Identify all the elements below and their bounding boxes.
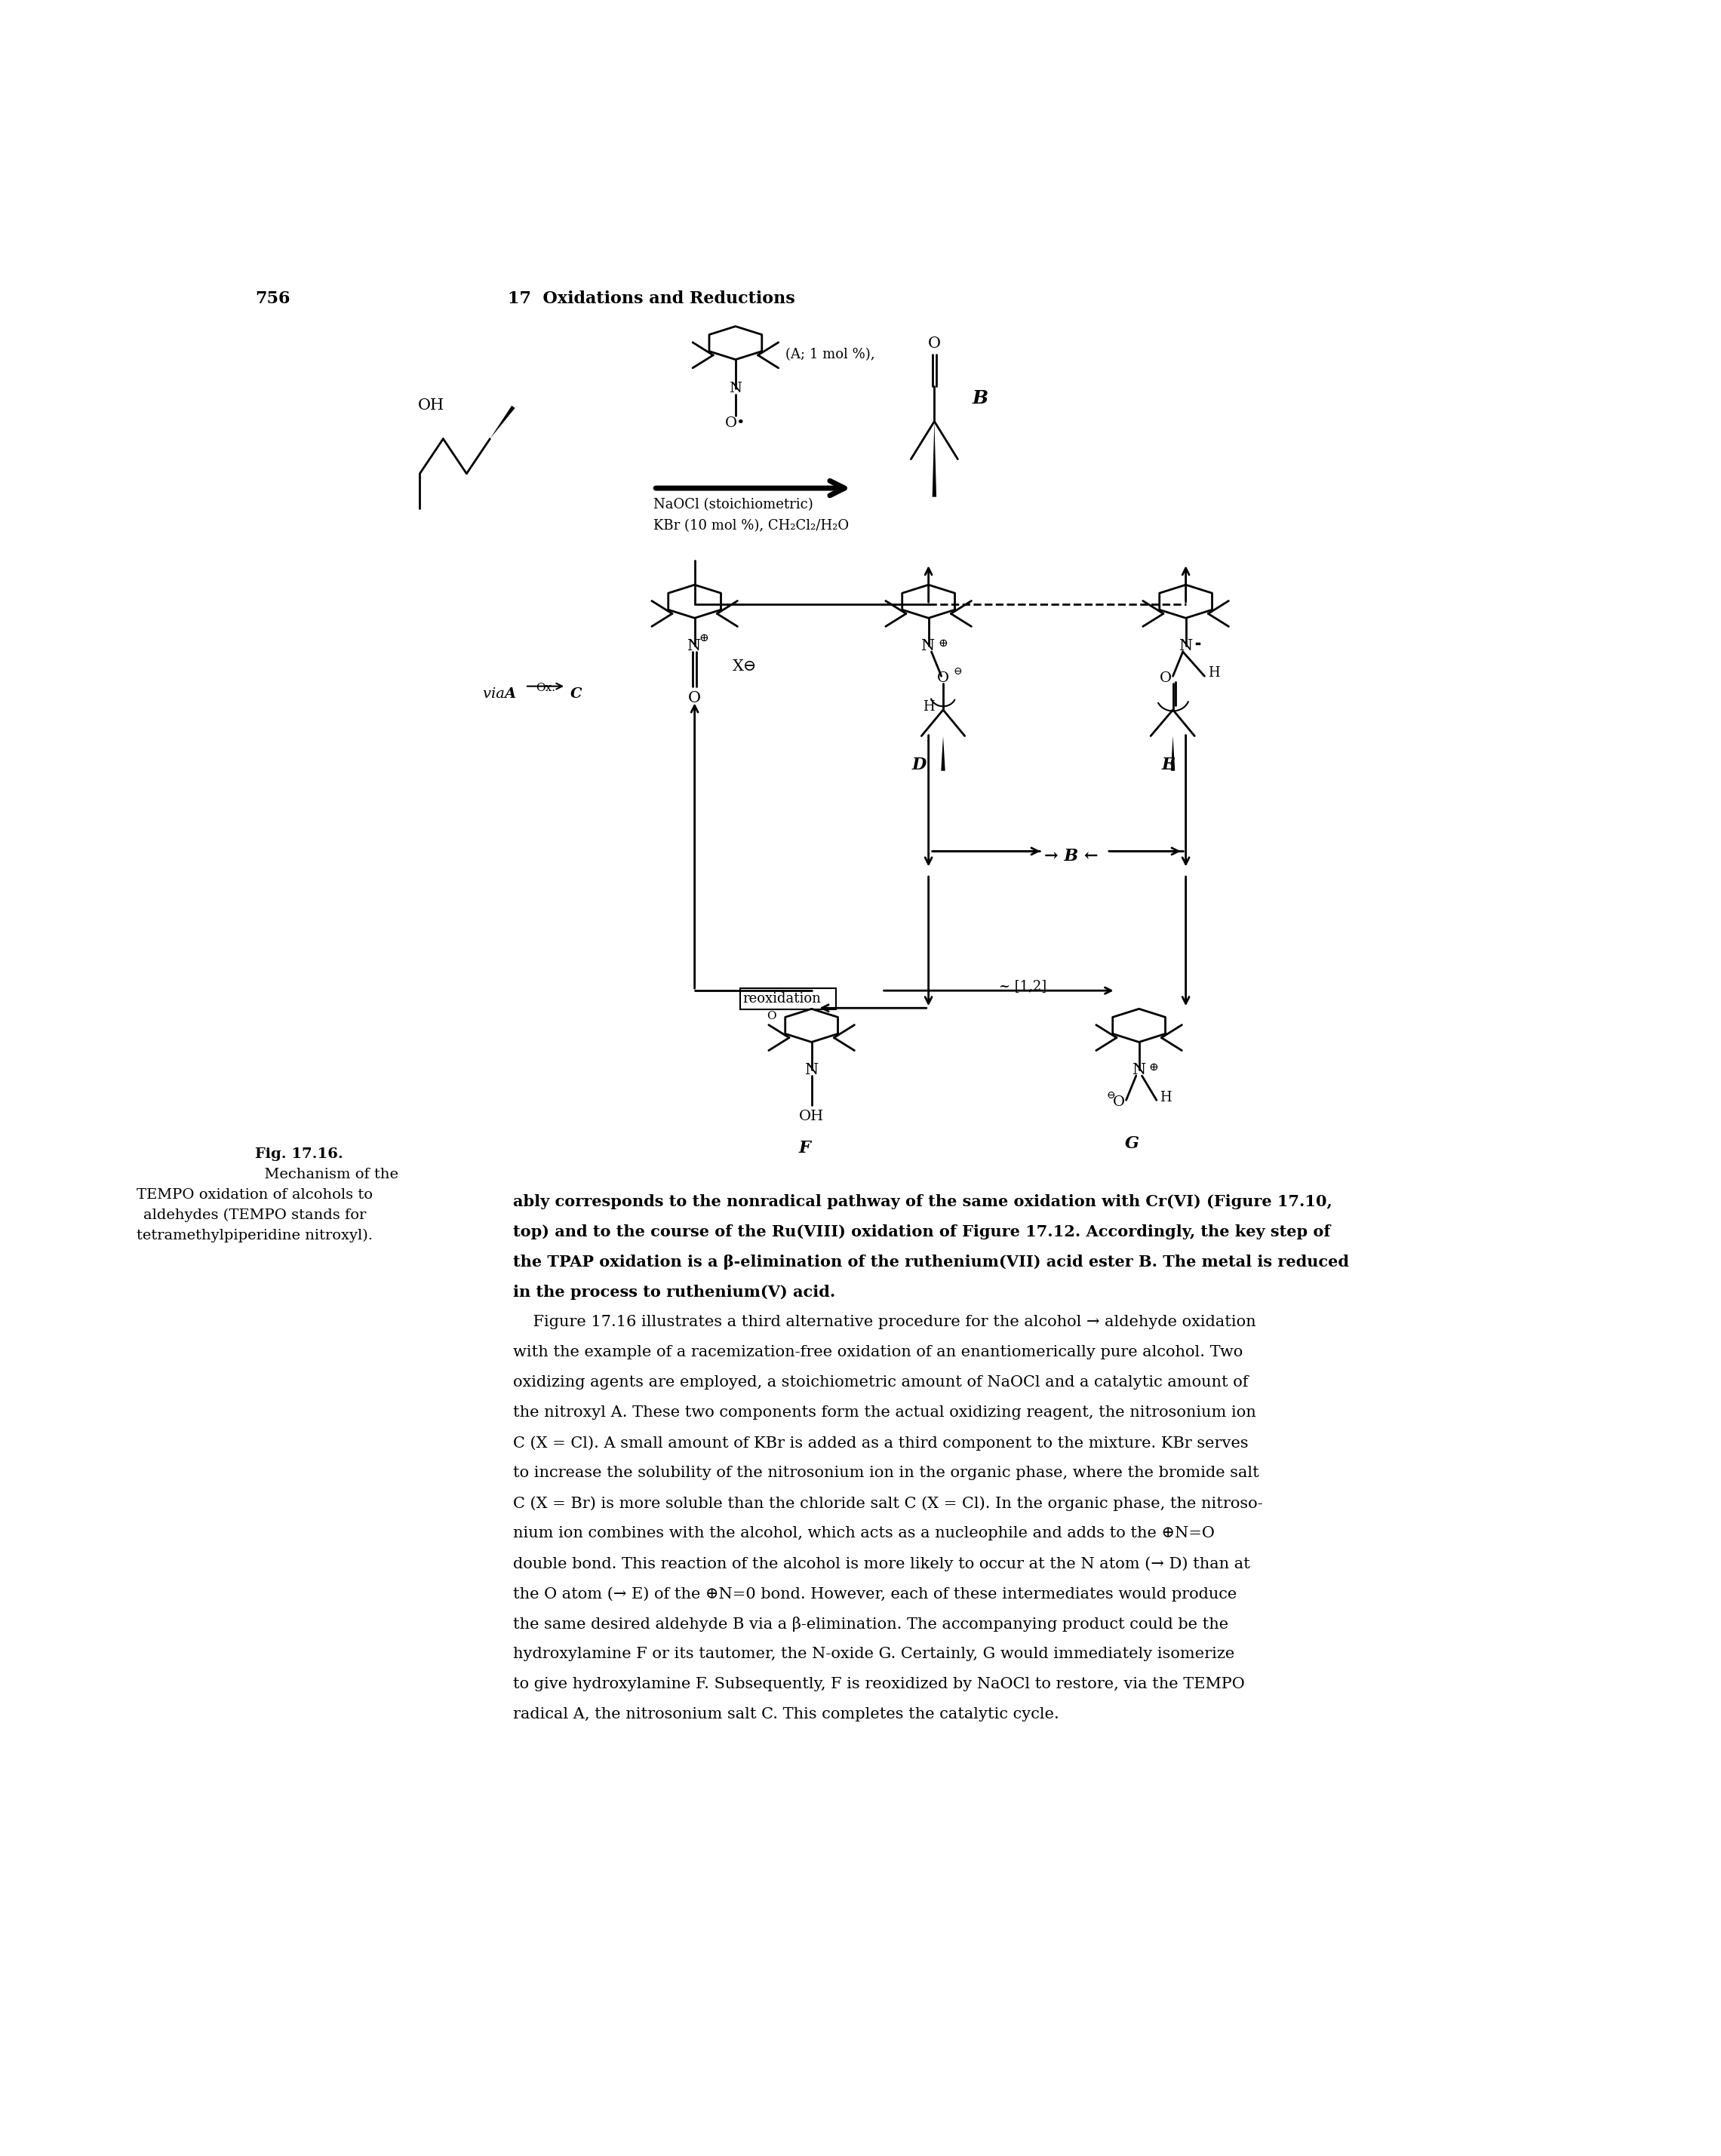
Text: O: O: [928, 336, 941, 351]
Text: H: H: [1160, 1091, 1172, 1104]
Text: oxidizing agents are employed, a stoichiometric amount of NaOCl and a catalytic : oxidizing agents are employed, a stoichi…: [513, 1376, 1249, 1388]
Text: Ox.: Ox.: [535, 683, 556, 694]
Text: 17  Oxidations and Reductions: 17 Oxidations and Reductions: [508, 291, 795, 308]
Text: O: O: [1160, 673, 1172, 686]
Text: F: F: [799, 1141, 811, 1156]
Text: N: N: [730, 382, 742, 395]
Polygon shape: [933, 420, 936, 496]
Text: double bond. This reaction of the alcohol is more likely to occur at the N atom : double bond. This reaction of the alcoho…: [513, 1557, 1249, 1572]
Text: aldehydes (TEMPO stands for: aldehydes (TEMPO stands for: [143, 1210, 367, 1222]
Text: N: N: [1132, 1063, 1146, 1078]
Text: to give hydroxylamine F. Subsequently, F is reoxidized by NaOCl to restore, via : to give hydroxylamine F. Subsequently, F…: [513, 1677, 1244, 1692]
Text: H: H: [922, 701, 935, 714]
Text: tetramethylpiperidine nitroxyl).: tetramethylpiperidine nitroxyl).: [136, 1229, 373, 1242]
Text: OH: OH: [799, 1110, 824, 1123]
Text: B: B: [972, 388, 988, 407]
Text: ~ [1,2]: ~ [1,2]: [998, 979, 1046, 992]
Text: H: H: [1208, 666, 1220, 679]
Text: the nitroxyl A. These two components form the actual oxidizing reagent, the nitr: the nitroxyl A. These two components for…: [513, 1406, 1256, 1419]
Text: TEMPO oxidation of alcohols to: TEMPO oxidation of alcohols to: [136, 1188, 373, 1201]
Polygon shape: [1170, 735, 1175, 772]
Text: C (X = Br) is more soluble than the chloride salt C (X = Cl). In the organic pha: C (X = Br) is more soluble than the chlo…: [513, 1496, 1263, 1511]
Text: Figure 17.16 illustrates a third alternative procedure for the alcohol → aldehyd: Figure 17.16 illustrates a third alterna…: [513, 1315, 1256, 1328]
Polygon shape: [941, 735, 945, 772]
Text: the same desired aldehyde B via a β-elimination. The accompanying product could : the same desired aldehyde B via a β-elim…: [513, 1617, 1229, 1632]
Text: X⊖: X⊖: [733, 660, 757, 673]
Text: OH: OH: [418, 399, 444, 412]
Text: KBr (10 mol %), CH₂Cl₂/H₂O: KBr (10 mol %), CH₂Cl₂/H₂O: [654, 520, 848, 533]
Text: N: N: [1179, 638, 1193, 653]
Text: NaOCl (stoichiometric): NaOCl (stoichiometric): [654, 498, 814, 511]
Text: O: O: [688, 692, 700, 705]
FancyBboxPatch shape: [740, 987, 836, 1009]
Text: hydroxylamine F or its tautomer, the N-oxide G. Certainly, G would immediately i: hydroxylamine F or its tautomer, the N-o…: [513, 1647, 1236, 1662]
Text: E: E: [1162, 757, 1174, 772]
Polygon shape: [490, 405, 515, 440]
Text: 756: 756: [255, 291, 289, 308]
Text: G: G: [1126, 1134, 1139, 1151]
Text: ⊕: ⊕: [1148, 1061, 1158, 1072]
Text: in the process to ruthenium(V) acid.: in the process to ruthenium(V) acid.: [513, 1285, 836, 1300]
Text: Fig. 17.16.: Fig. 17.16.: [255, 1147, 342, 1162]
Text: N: N: [805, 1063, 819, 1078]
Text: Mechanism of the: Mechanism of the: [255, 1169, 398, 1181]
Text: → B ←: → B ←: [1045, 847, 1098, 865]
Text: ⊖: ⊖: [1107, 1091, 1115, 1102]
Text: top) and to the course of the Ru(VIII) oxidation of Figure 17.12. Accordingly, t: top) and to the course of the Ru(VIII) o…: [513, 1225, 1330, 1240]
Text: A: A: [504, 688, 516, 701]
Text: N: N: [688, 638, 702, 653]
Text: to increase the solubility of the nitrosonium ion in the organic phase, where th: to increase the solubility of the nitros…: [513, 1466, 1260, 1481]
Text: N: N: [922, 638, 936, 653]
Text: C: C: [571, 688, 582, 701]
Text: C (X = Cl). A small amount of KBr is added as a third component to the mixture. : C (X = Cl). A small amount of KBr is add…: [513, 1436, 1249, 1451]
Text: D: D: [912, 757, 926, 772]
Text: nium ion combines with the alcohol, which acts as a nucleophile and adds to the : nium ion combines with the alcohol, whic…: [513, 1526, 1215, 1542]
Text: radical A, the nitrosonium salt C. This completes the catalytic cycle.: radical A, the nitrosonium salt C. This …: [513, 1708, 1060, 1723]
Text: via: via: [484, 688, 509, 701]
Text: with the example of a racemization-free oxidation of an enantiomerically pure al: with the example of a racemization-free …: [513, 1345, 1243, 1358]
Text: ⊕: ⊕: [699, 632, 709, 642]
Text: ably corresponds to the nonradical pathway of the same oxidation with Cr(VI) (Fi: ably corresponds to the nonradical pathw…: [513, 1194, 1332, 1210]
Text: O: O: [1112, 1095, 1124, 1110]
Text: O: O: [768, 1011, 776, 1022]
Text: ⊖: ⊖: [953, 666, 962, 677]
Text: O: O: [936, 673, 950, 686]
Text: the TPAP oxidation is a β-elimination of the ruthenium(VII) acid ester B. The me: the TPAP oxidation is a β-elimination of…: [513, 1255, 1349, 1270]
Text: reoxidation: reoxidation: [742, 992, 821, 1005]
Text: (A; 1 mol %),: (A; 1 mol %),: [785, 347, 874, 362]
Text: O•: O•: [725, 416, 745, 431]
Text: ⊕: ⊕: [938, 638, 948, 649]
Text: the O atom (→ E) of the ⊕N=0 bond. However, each of these intermediates would pr: the O atom (→ E) of the ⊕N=0 bond. Howev…: [513, 1587, 1237, 1602]
